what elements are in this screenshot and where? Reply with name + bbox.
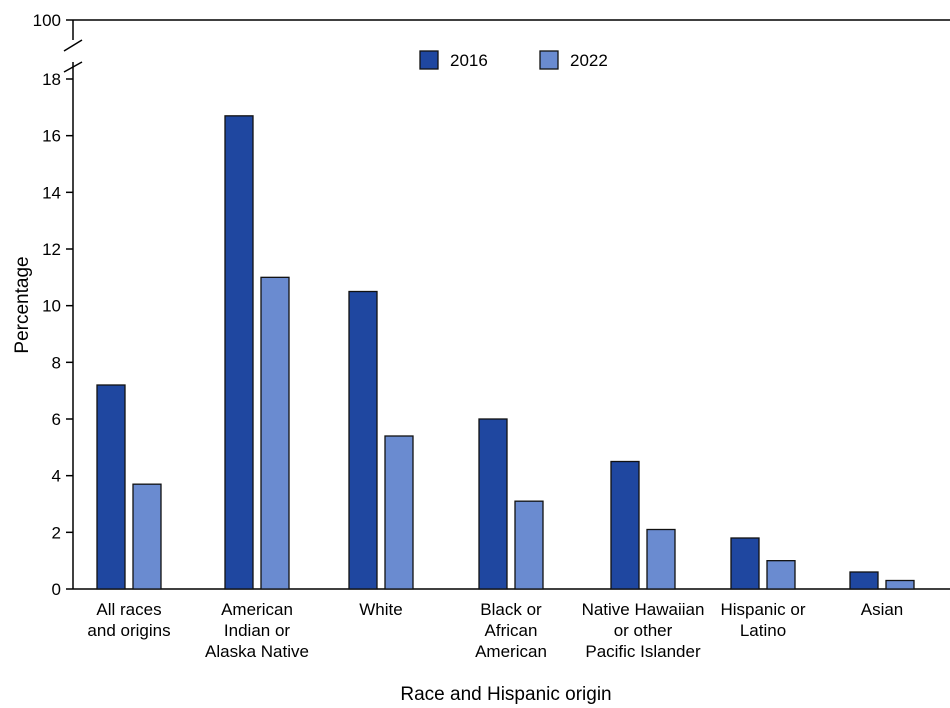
y-tick-label: 16 (42, 127, 61, 146)
category-label: Black or African American (475, 600, 547, 661)
bar-2016-1 (224, 115, 254, 590)
bar-2016-0 (96, 384, 126, 590)
bar-2022-3 (514, 500, 544, 590)
category-label: White (359, 600, 402, 619)
bar-2022-4 (646, 528, 676, 590)
y-tick-label: 8 (52, 353, 61, 372)
category-label: American Indian or Alaska Native (205, 600, 309, 661)
legend-swatch-2016 (419, 50, 439, 70)
legend-swatch-2022 (539, 50, 559, 70)
chart-legend: 2016 2022 (419, 50, 608, 70)
bar-2016-2 (348, 290, 378, 590)
legend-label-2022: 2022 (570, 51, 608, 70)
y-tick-label: 18 (42, 70, 61, 89)
y-tick-label: 100 (33, 11, 61, 30)
bar-2016-4 (610, 460, 640, 590)
axis-break-mark (63, 61, 83, 73)
legend-label-2016: 2016 (450, 51, 488, 70)
bar-2022-1 (260, 276, 290, 590)
bar-2022-0 (132, 483, 162, 590)
y-tick-label: 6 (52, 410, 61, 429)
bar-2022-2 (384, 435, 414, 590)
y-axis-title: Percentage (12, 256, 33, 353)
y-tick-label: 10 (42, 297, 61, 316)
chart-axes (63, 19, 950, 590)
chart-bars (96, 115, 915, 590)
bar-2016-6 (849, 571, 879, 590)
y-tick-label: 12 (42, 240, 61, 259)
bar-2022-6 (885, 579, 915, 590)
bar-2016-3 (478, 418, 508, 590)
category-label: Hispanic or Latino (720, 600, 805, 640)
category-label: Asian (861, 600, 904, 619)
y-tick-label: 14 (42, 183, 61, 202)
y-tick-label: 2 (52, 523, 61, 542)
y-tick-label: 0 (52, 580, 61, 599)
bar-2016-5 (730, 537, 760, 590)
bar-2022-5 (766, 560, 796, 590)
category-label: Native Hawaiian or other Pacific Islander (582, 600, 705, 661)
axis-break-mark (63, 39, 83, 52)
chart-labels: 0 2 4 6 8 10 12 14 16 18 100 All races and origins Am… (33, 11, 904, 661)
category-label: All races and origins (87, 600, 170, 640)
y-tick-label: 4 (52, 467, 61, 486)
x-axis-title: Race and Hispanic origin (400, 684, 611, 705)
